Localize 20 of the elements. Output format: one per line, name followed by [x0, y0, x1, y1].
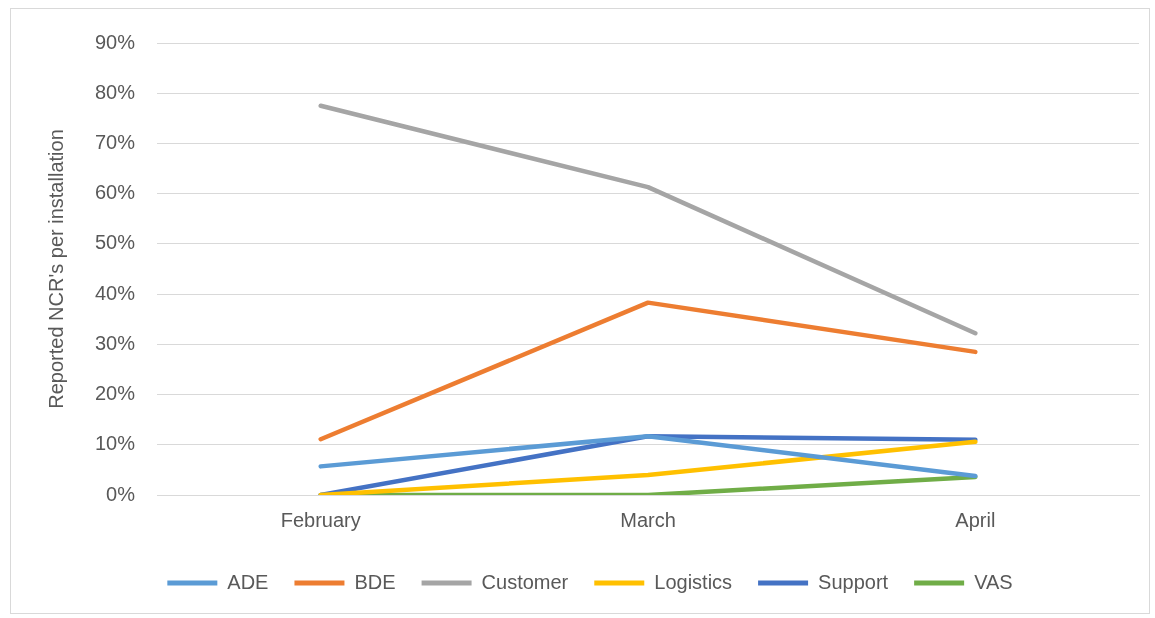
y-tick-label: 0%	[106, 482, 136, 505]
x-tick-label: March	[620, 508, 676, 531]
x-tick-label: February	[280, 508, 361, 531]
y-tick-label: 90%	[95, 30, 136, 53]
y-tick-label: 60%	[95, 181, 136, 204]
legend-label: ADE	[227, 570, 269, 593]
y-tick-label: 20%	[95, 382, 136, 405]
y-tick-label: 50%	[95, 231, 136, 254]
x-tick-label: April	[955, 508, 996, 531]
legend-label: Logistics	[654, 570, 733, 593]
y-axis-title: Reported NCR's per installation	[44, 129, 67, 409]
y-tick-label: 30%	[95, 331, 136, 354]
legend-label: Support	[818, 570, 889, 593]
legend-label: BDE	[354, 570, 396, 593]
y-tick-label: 70%	[95, 130, 136, 153]
y-tick-label: 40%	[95, 281, 136, 304]
y-tick-label: 10%	[95, 432, 136, 455]
legend-label: Customer	[481, 570, 569, 593]
y-tick-label: 80%	[95, 80, 136, 103]
legend-label: VAS	[974, 570, 1013, 593]
